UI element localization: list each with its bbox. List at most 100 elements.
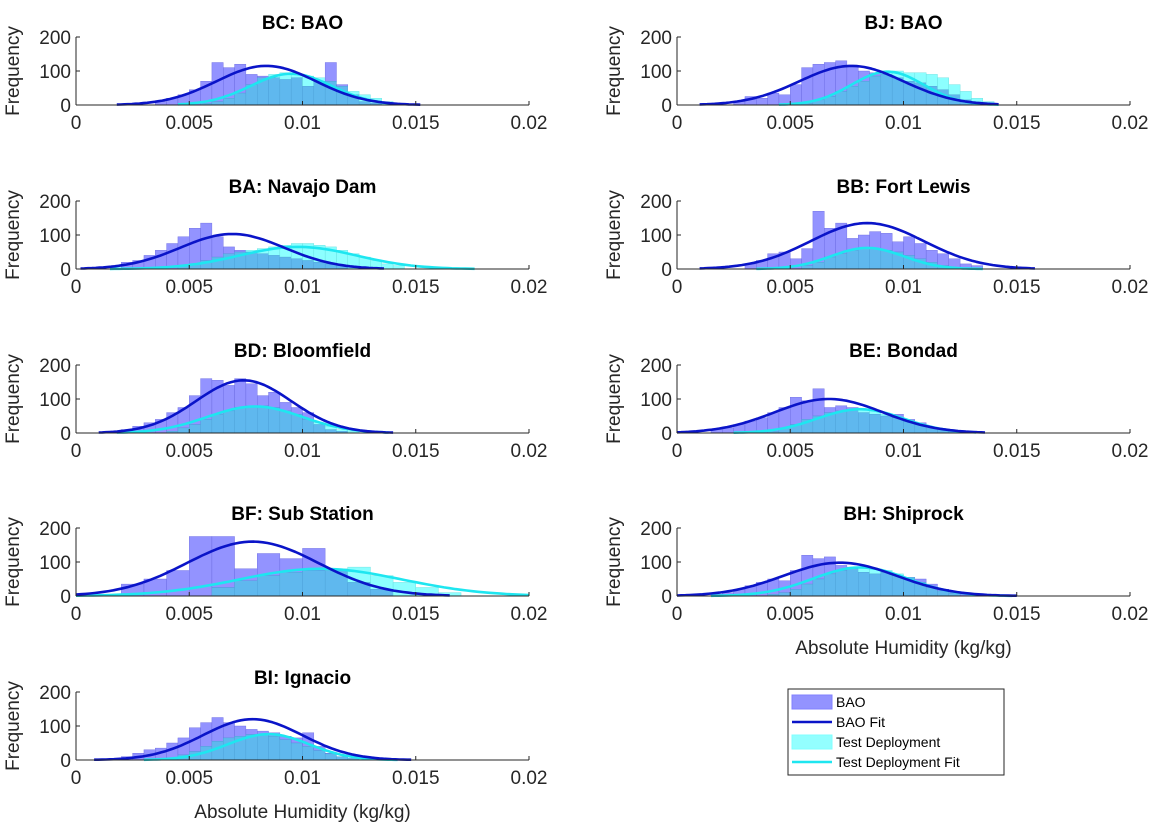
- overlap-bar: [801, 265, 814, 270]
- overlap-bar: [290, 258, 303, 270]
- y-tick-label: 0: [661, 587, 672, 608]
- y-tick-label: 0: [60, 587, 71, 608]
- bao-fit-line: [80, 232, 385, 270]
- y-tick-label: 200: [39, 519, 71, 540]
- x-tick-label: 0.01: [284, 277, 321, 298]
- legend-label-0: BAO: [836, 694, 866, 710]
- legend-label-3: Test Deployment Fit: [836, 754, 960, 770]
- overlap-bar: [835, 570, 848, 597]
- x-tick-label: 0.02: [511, 768, 548, 789]
- overlap-bar: [234, 407, 247, 434]
- legend-swatch-0: [791, 694, 833, 710]
- overlap-bar: [835, 410, 848, 434]
- overlap-bar: [211, 587, 235, 597]
- overlap-bar: [801, 583, 814, 597]
- y-axis-label: Frequency: [3, 26, 24, 116]
- overlap-bar: [858, 572, 870, 597]
- overlap-bar: [835, 253, 848, 270]
- overlap-bar: [234, 92, 247, 106]
- bao-fit-line: [676, 561, 1017, 598]
- overlap-bar: [336, 756, 349, 761]
- overlap-bar: [869, 248, 882, 270]
- x-tick-label: 0.01: [885, 277, 922, 298]
- chart-panel-0: BC: BAO 0 0.005 0.01 0.015 0.02 0 100 200 Frequen…: [3, 13, 547, 134]
- y-tick-label: 200: [640, 192, 672, 213]
- y-axis-label: Frequency: [3, 517, 24, 607]
- overlap-bar: [313, 750, 326, 761]
- chart-title: BJ: BAO: [864, 13, 942, 34]
- bao-bar: [812, 388, 825, 417]
- overlap-bar: [790, 589, 802, 597]
- x-tick-label: 0.005: [766, 441, 814, 462]
- bao-bar: [880, 233, 893, 251]
- x-tick-label: 0.005: [165, 604, 213, 625]
- x-tick-label: 0.02: [511, 277, 548, 298]
- bao-bar: [223, 385, 235, 412]
- x-tick-label: 0.005: [165, 277, 213, 298]
- bao-bar: [177, 236, 190, 266]
- bao-bar: [914, 243, 927, 260]
- x-axis-label: Absolute Humidity (kg/kg): [194, 802, 410, 823]
- x-tick-label: 0.02: [1112, 113, 1149, 134]
- y-tick-label: 200: [39, 192, 71, 213]
- chart-panel-5: BE: Bondad 0 0.005 0.01 0.015 0.02 0 100 200 Freq…: [604, 341, 1148, 462]
- y-tick-label: 0: [60, 260, 71, 281]
- test-fit-line: [143, 732, 398, 762]
- bao-bar: [756, 97, 768, 106]
- x-tick-label: 0.005: [165, 441, 213, 462]
- y-tick-label: 200: [640, 28, 672, 49]
- overlap-bar: [846, 568, 859, 597]
- x-tick-label: 0: [71, 768, 82, 789]
- test-bar: [392, 265, 405, 270]
- x-tick-label: 0.01: [284, 768, 321, 789]
- overlap-bar: [302, 86, 315, 106]
- bao-fit-line: [94, 717, 412, 762]
- overlap-bar: [177, 427, 190, 434]
- chart-panel-4: BD: Bloomfield 0 0.005 0.01 0.015 0.02 0 100 200…: [3, 341, 547, 462]
- overlap-bar: [189, 424, 201, 434]
- y-tick-label: 0: [661, 96, 672, 117]
- x-tick-label: 0.02: [511, 441, 548, 462]
- overlap-bar: [869, 573, 882, 597]
- overlap-bar: [880, 415, 893, 434]
- bao-bar: [234, 725, 247, 737]
- overlap-bar: [211, 101, 224, 106]
- chart-title: BE: Bondad: [849, 341, 958, 362]
- bao-bar: [925, 250, 938, 263]
- bar-group: [710, 555, 972, 597]
- overlap-bar: [257, 405, 269, 434]
- x-tick-label: 0.01: [284, 441, 321, 462]
- y-tick-label: 0: [661, 424, 672, 445]
- overlap-bar: [880, 74, 893, 106]
- bao-bar: [245, 383, 258, 407]
- bao-bar: [812, 63, 825, 101]
- y-axis-label: Frequency: [3, 354, 24, 444]
- bao-fit-line: [116, 64, 421, 106]
- x-tick-label: 0.01: [284, 604, 321, 625]
- overlap-bar: [268, 736, 281, 761]
- x-tick-label: 0: [71, 441, 82, 462]
- overlap-bar: [858, 80, 870, 106]
- overlap-bar: [279, 739, 292, 761]
- y-tick-label: 0: [661, 260, 672, 281]
- legend: BAO BAO Fit Test Deployment Test Deployment…: [787, 688, 1005, 776]
- overlap-bar: [257, 253, 269, 270]
- y-tick-label: 100: [640, 226, 672, 247]
- bao-bar: [234, 250, 247, 253]
- x-tick-label: 0.005: [165, 113, 213, 134]
- bao-bar: [257, 395, 269, 407]
- chart-title: BC: BAO: [262, 13, 343, 34]
- overlap-bar: [846, 409, 859, 434]
- bao-bar: [189, 227, 201, 265]
- overlap-bar: [302, 260, 315, 270]
- chart-title: BD: Bloomfield: [234, 341, 371, 362]
- x-tick-label: 0.015: [993, 113, 1041, 134]
- overlap-bar: [324, 753, 337, 761]
- bao-bar: [937, 253, 949, 266]
- overlap-bar: [313, 262, 326, 270]
- bar-group: [121, 536, 462, 597]
- legend-label-1: BAO Fit: [836, 714, 885, 730]
- bao-bar: [858, 234, 870, 249]
- chart-title: BA: Navajo Dam: [229, 177, 377, 198]
- x-axis-label: Absolute Humidity (kg/kg): [795, 638, 1011, 659]
